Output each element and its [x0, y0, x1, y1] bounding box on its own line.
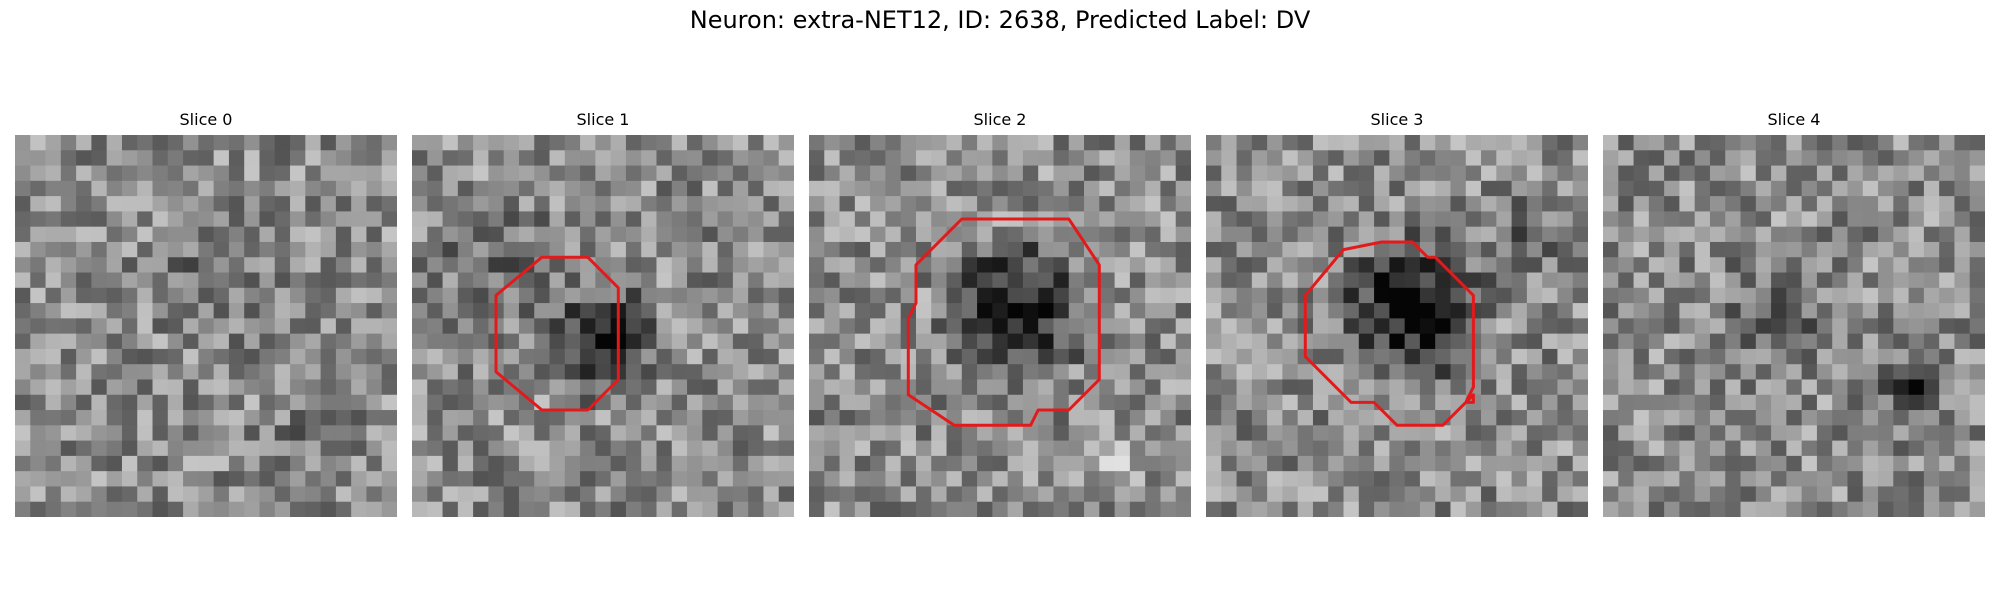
slice-panel-4: Slice 4 [1603, 108, 1985, 517]
pixel-grid [809, 135, 1191, 517]
pixel-grid [1206, 135, 1588, 517]
slice-image [412, 135, 794, 517]
slice-title: Slice 0 [179, 110, 233, 129]
slice-panel-1: Slice 1 [412, 108, 794, 517]
slice-panel-3: Slice 3 [1206, 108, 1588, 517]
pixel-grid [1603, 135, 1985, 517]
slice-panel-0: Slice 0 [15, 108, 397, 517]
pixel-grid [15, 135, 397, 517]
cell-contour [1303, 240, 1475, 427]
cell-contour [494, 255, 620, 412]
cell-contour [906, 217, 1101, 427]
slice-title: Slice 2 [973, 110, 1027, 129]
slice-image [15, 135, 397, 517]
slice-image [1206, 135, 1588, 517]
slice-image [809, 135, 1191, 517]
slice-title: Slice 3 [1370, 110, 1424, 129]
figure-title: Neuron: extra-NET12, ID: 2638, Predicted… [689, 6, 1311, 34]
slice-title: Slice 4 [1767, 110, 1821, 129]
slice-image [1603, 135, 1985, 517]
slice-title: Slice 1 [576, 110, 630, 129]
pixel-grid [412, 135, 794, 517]
slice-panel-2: Slice 2 [809, 108, 1191, 517]
